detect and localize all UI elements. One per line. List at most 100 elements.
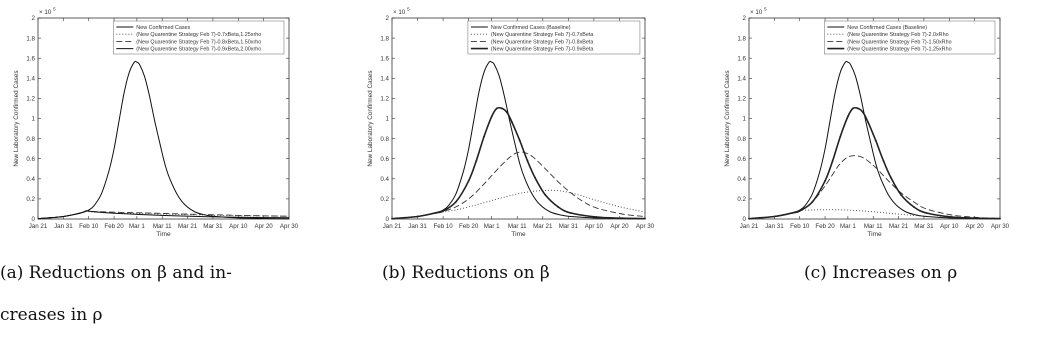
series-point-4 — [500, 107, 503, 110]
legend-label-4: (New Quarentine Strategy Feb 7)-0.9xBeta… — [136, 47, 261, 53]
x-tick-label: Apr 30 — [991, 223, 1010, 230]
series-point-4 — [831, 159, 834, 162]
y-tick-label: 1.2 — [737, 96, 746, 103]
y-tick-label: 1.8 — [380, 35, 389, 42]
y-tick-label: 1.8 — [737, 35, 746, 42]
legend-label-3: (New Quarentine Strategy Feb 7)-1.50xRho — [847, 39, 951, 45]
x-tick-label: Mar 21 — [533, 223, 553, 230]
series-point-4 — [526, 159, 529, 162]
x-tick-label: Mar 21 — [178, 223, 198, 230]
y-multiplier: × 10 — [750, 9, 763, 16]
series-point-4 — [852, 107, 854, 110]
x-tick-label: Apr 20 — [610, 223, 629, 230]
series-point-4 — [798, 210, 801, 212]
x-tick-label: Mar 21 — [889, 223, 909, 230]
legend-box — [467, 20, 641, 55]
x-tick-label: Feb 10 — [433, 223, 453, 230]
series-point-4 — [882, 159, 885, 162]
y-tick-label: 0 — [386, 216, 390, 223]
series-point-4 — [925, 212, 928, 214]
y-axis-label: New Laboratory Confirmed Cases — [367, 70, 374, 166]
series-point-4 — [912, 206, 915, 208]
y-tick-label: 1.6 — [26, 55, 35, 62]
series-line-3 — [391, 151, 646, 220]
y-tick-label: 0.8 — [737, 136, 746, 143]
series-point-4 — [544, 193, 547, 196]
x-tick-label: Apr 10 — [940, 223, 959, 230]
x-tick-label: Feb 10 — [79, 223, 99, 230]
x-tick-label: Mar 1 — [484, 223, 500, 230]
x-tick-label: Apr 20 — [255, 223, 274, 230]
y-tick-label: 1.2 — [380, 96, 389, 103]
x-tick-label: Apr 30 — [280, 223, 299, 230]
series-point-4 — [511, 121, 514, 124]
y-tick-label: 2 — [386, 15, 390, 22]
series-line-1 — [748, 60, 1001, 220]
series-point-4 — [434, 212, 437, 214]
legend-label-2: (New Quarentine Strategy Feb 7)-0.7xBeta — [491, 32, 593, 38]
x-tick-label: Apr 20 — [966, 223, 985, 230]
y-tick-label: 1.4 — [737, 76, 746, 83]
x-tick-label: Mar 31 — [559, 223, 579, 230]
series-point-4 — [569, 212, 572, 214]
series-point-4 — [791, 212, 794, 214]
y-tick-label: 1.4 — [380, 76, 389, 83]
legend-label-2: (New Quarentine Strategy Feb 7)-2.0xRho — [847, 32, 948, 38]
x-tick-label: Mar 1 — [840, 223, 856, 230]
series-point-4 — [644, 217, 646, 220]
y-multiplier: × 10 — [393, 9, 406, 16]
y-tick-label: 1.6 — [737, 55, 746, 62]
series-line-4 — [748, 106, 1001, 220]
y-tick-label: 0 — [32, 216, 36, 223]
x-axis-label: Time — [156, 231, 171, 238]
series-point-4 — [773, 215, 776, 218]
y-exponent: 5 — [764, 7, 767, 13]
figure-caption-line-1: (c) Increases on ρ — [804, 263, 957, 283]
series-line-3 — [37, 210, 290, 220]
series-point-4 — [857, 107, 859, 110]
y-tick-label: 0.4 — [737, 176, 746, 183]
chart-panel-3: 0 0.2 0.4 0.6 0.8 1 1.2 1.4 1.6 1.8 2× 10 5 Jan 21 Ja… — [724, 7, 1010, 284]
y-tick-label: 1.2 — [26, 96, 35, 103]
series-point-4 — [506, 111, 508, 114]
legend-box — [824, 20, 996, 55]
series-point-4 — [890, 176, 892, 179]
legend-label-1: New Confirmed Cases (Baseline) — [847, 25, 927, 31]
y-tick-label: 2 — [32, 15, 36, 22]
series-point-4 — [534, 176, 537, 179]
x-tick-label: Jan 31 — [54, 223, 73, 230]
x-tick-label: Feb 10 — [790, 223, 810, 230]
y-tick-label: 0.2 — [380, 196, 389, 203]
y-tick-label: 0.8 — [380, 136, 389, 143]
y-tick-label: 0.2 — [26, 196, 35, 203]
legend-box — [113, 20, 285, 55]
x-tick-label: Feb 20 — [459, 223, 479, 230]
x-tick-label: Mar 11 — [508, 223, 527, 230]
series-point-4 — [621, 217, 623, 220]
y-tick-label: 0.8 — [26, 136, 35, 143]
series-point-4 — [867, 121, 870, 124]
series-point-4 — [595, 216, 598, 218]
series-line-4 — [391, 106, 646, 220]
series-point-4 — [490, 115, 493, 118]
x-tick-label: Apr 10 — [585, 223, 604, 230]
legend-label-4: (New Quarentine Strategy Feb 7)-0.9xBeta — [491, 47, 593, 53]
legend-label-3: (New Quarentine Strategy Feb 7)-0.8xBeta… — [136, 39, 261, 45]
series-line-1 — [391, 60, 646, 220]
y-tick-label: 1 — [743, 116, 747, 123]
series-point-4 — [839, 135, 842, 138]
series-point-4 — [483, 135, 485, 138]
y-tick-label: 1.6 — [380, 55, 389, 62]
series-point-4 — [811, 201, 814, 203]
x-tick-label: Mar 31 — [914, 223, 934, 230]
series-point-4 — [862, 111, 864, 114]
y-tick-label: 0.2 — [737, 196, 746, 203]
series-point-4 — [846, 115, 849, 118]
series-point-4 — [475, 159, 478, 162]
series-point-4 — [999, 217, 1001, 220]
x-tick-label: Apr 10 — [229, 223, 248, 230]
legend-label-2: (New Quarentine Strategy Feb 7)-0.7xBeta… — [136, 32, 261, 38]
series-point-4 — [467, 179, 470, 182]
legend-label-3: (New Quarentine Strategy Feb 7)-0.8xBeta — [491, 39, 593, 45]
x-tick-label: Jan 31 — [765, 223, 784, 230]
